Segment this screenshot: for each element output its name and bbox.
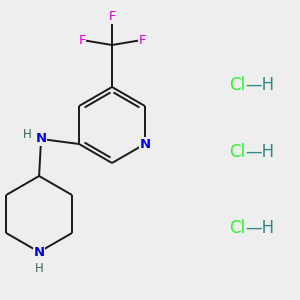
Text: F: F [138, 34, 146, 46]
Text: —H: —H [245, 143, 274, 161]
Text: H: H [23, 128, 32, 142]
Text: H: H [35, 262, 44, 275]
Text: N: N [34, 245, 45, 259]
Text: Cl: Cl [229, 76, 245, 94]
Text: —H: —H [245, 76, 274, 94]
Text: —H: —H [245, 219, 274, 237]
Text: F: F [108, 11, 116, 23]
Text: Cl: Cl [229, 143, 245, 161]
Text: F: F [78, 34, 86, 46]
Text: N: N [139, 137, 151, 151]
Text: Cl: Cl [229, 219, 245, 237]
Text: N: N [35, 133, 47, 146]
